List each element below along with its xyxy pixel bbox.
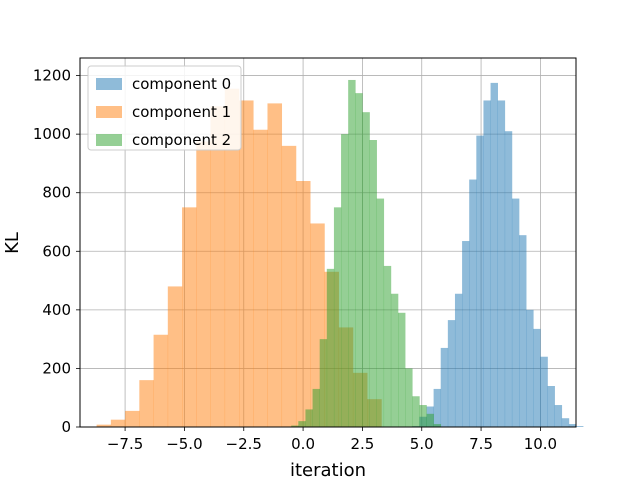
- histogram-bar: [341, 134, 349, 427]
- histogram-bar: [383, 265, 392, 427]
- histogram-bar: [426, 413, 434, 427]
- y-tick-label: 1000: [33, 125, 71, 143]
- histogram-bars: [96, 79, 584, 428]
- x-tick-label: 10.0: [524, 435, 557, 453]
- histogram-bar: [295, 181, 311, 427]
- series-0-bars: [412, 82, 584, 428]
- y-axis-label: KL: [2, 232, 23, 254]
- histogram-bar: [167, 286, 183, 427]
- histogram-bar: [210, 106, 226, 428]
- histogram-bar: [390, 293, 399, 427]
- y-tick-label: 400: [42, 301, 71, 319]
- histogram-bar: [511, 198, 520, 427]
- plot-frame: [79, 57, 577, 428]
- legend-label: component 1: [132, 103, 231, 121]
- histogram-bar: [483, 100, 491, 427]
- x-tick-label: −2.5: [226, 435, 262, 453]
- histogram-bar: [533, 328, 541, 427]
- histogram-bar: [497, 100, 506, 427]
- x-tick-label: 5.0: [410, 435, 434, 453]
- histogram-bar: [239, 100, 254, 427]
- histogram-bar: [281, 145, 297, 427]
- histogram-bar: [326, 268, 335, 427]
- x-tick-label: 2.5: [350, 435, 374, 453]
- histogram-bar: [419, 405, 427, 427]
- histogram-bar: [305, 409, 313, 427]
- legend-label: component 0: [132, 75, 231, 93]
- histogram-bar: [454, 293, 463, 427]
- histogram-bar: [469, 179, 477, 427]
- legend-swatch: [96, 106, 122, 118]
- x-tick-label: 0.0: [291, 435, 315, 453]
- histogram-bar: [139, 380, 154, 427]
- histogram-bar: [362, 112, 370, 427]
- histogram-bar: [568, 424, 577, 427]
- histogram-bar: [291, 425, 299, 427]
- x-tick-label: −7.5: [107, 435, 143, 453]
- histogram-bar: [348, 79, 356, 427]
- histogram-bar: [405, 368, 413, 427]
- histogram-bar: [490, 82, 498, 428]
- histogram-bar: [526, 309, 534, 427]
- histogram-bar: [519, 235, 527, 427]
- histogram-bar: [125, 410, 140, 427]
- histogram-bar: [398, 312, 406, 427]
- histogram-bar: [547, 386, 555, 427]
- histogram-bar: [253, 129, 268, 427]
- histogram-bar: [447, 320, 456, 427]
- histogram-bar: [319, 339, 328, 427]
- histogram-bar: [153, 334, 169, 427]
- histogram-bar: [96, 424, 112, 427]
- histogram-bar: [462, 241, 470, 427]
- histogram-bar: [433, 388, 442, 427]
- legend: component 0 component 1 component 2: [87, 65, 242, 151]
- histogram-bar: [412, 396, 420, 427]
- legend-swatch: [96, 134, 122, 146]
- series-2-bars: [291, 79, 442, 428]
- histogram-bar: [267, 103, 283, 428]
- histogram-bar: [576, 426, 584, 427]
- histogram-bar: [554, 405, 563, 427]
- x-tick-label: 7.5: [469, 435, 493, 453]
- histogram-bar: [504, 131, 513, 427]
- histogram-bar: [182, 207, 197, 427]
- axis-ticks: −7.5 −5.0 −2.5 0.0 2.5 5.0 7.5 10.0 0 200 400 600 80…: [33, 67, 557, 453]
- y-tick-label: 0: [61, 418, 71, 436]
- histogram-bar: [440, 347, 449, 427]
- histogram-bar: [369, 140, 377, 427]
- legend-swatch: [96, 78, 122, 90]
- histogram-bar: [540, 356, 548, 427]
- histogram-bar: [312, 388, 320, 427]
- histogram-bar: [333, 207, 342, 427]
- histogram-bar: [110, 419, 126, 427]
- y-tick-label: 600: [42, 242, 71, 260]
- x-axis-label: iteration: [290, 460, 366, 480]
- histogram-bar: [561, 418, 570, 427]
- y-tick-label: 1200: [33, 67, 71, 85]
- histogram-bar: [196, 141, 211, 427]
- histogram-bar: [376, 198, 385, 427]
- legend-label: component 2: [132, 131, 231, 149]
- histogram-bar: [433, 424, 442, 427]
- y-tick-label: 800: [42, 184, 71, 202]
- x-tick-label: −5.0: [166, 435, 202, 453]
- y-tick-label: 200: [42, 359, 71, 377]
- histogram-bar: [355, 93, 363, 428]
- histogram-bar: [224, 88, 240, 427]
- histogram-bar: [298, 421, 306, 427]
- histogram-bar: [476, 135, 484, 427]
- legend-box: [87, 65, 242, 151]
